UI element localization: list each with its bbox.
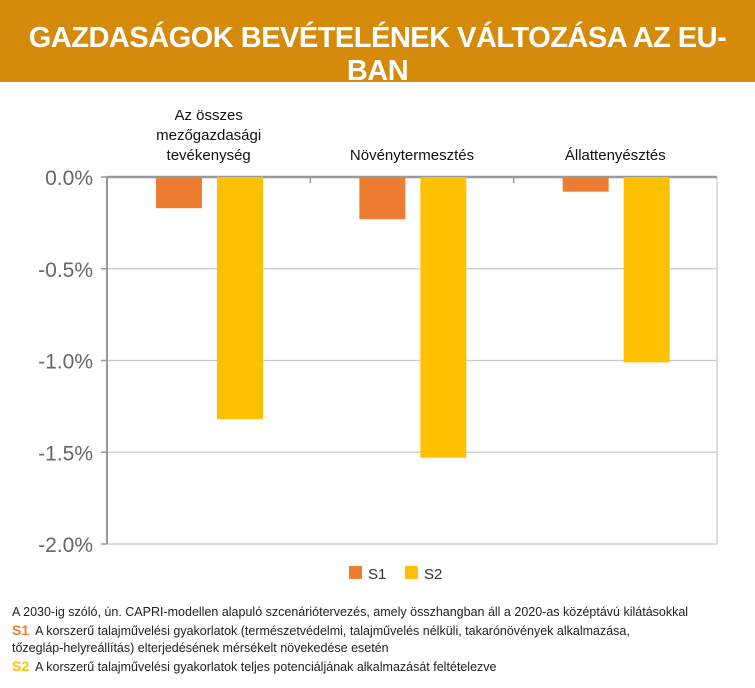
s1-label: S1 [12,622,30,638]
category-label: mezőgazdasági [156,127,261,144]
legend-swatch-s2 [405,566,418,579]
bar-chart: 0.0% -0.5% -1.0% -1.5% -2.0% Az összes mezőgaz… [38,107,718,583]
bar-s1 [359,177,406,220]
category-label: Állattenyésztés [565,147,666,164]
s1-text: A korszerű talajművelési gyakorlatok (te… [35,624,630,638]
s2-text: A korszerű talajművelési gyakorlatok tel… [35,660,497,674]
bar-s1 [562,177,609,192]
footer-s1-cont: tőzegláp-helyreállítás) elterjedésének m… [12,641,389,655]
footer-note: A 2030-ig szóló, ún. CAPRI-modellen alap… [12,605,689,619]
y-tick-label: -2.0% [38,534,93,557]
bar-s2 [217,177,263,420]
s2-label: S2 [12,658,30,674]
y-tick-label: -0.5% [38,259,93,282]
bar-s2 [623,177,670,363]
category-label: tevékenység [167,147,251,164]
bar-s2 [420,177,467,458]
footer-s1: S1 A korszerű talajművelési gyakorlatok (… [12,622,630,640]
category-label: Növénytermesztés [350,147,474,164]
y-tick-label: -1.0% [38,351,93,374]
legend-label-s2: S2 [424,566,442,583]
legend-label-s1: S1 [368,566,386,583]
legend-swatch-s1 [349,566,362,579]
page-title: GAZDASÁGOK BEVÉTELÉNEK VÁLTOZÁSA AZ EU-B… [28,22,727,87]
header-band [0,0,755,82]
bar-s1 [156,177,202,209]
category-label: Az összes [174,107,242,124]
footer-s2: S2 A korszerű talajművelési gyakorlatok t… [12,658,496,676]
y-tick-label: 0.0% [45,167,93,190]
y-tick-label: -1.5% [38,442,93,465]
